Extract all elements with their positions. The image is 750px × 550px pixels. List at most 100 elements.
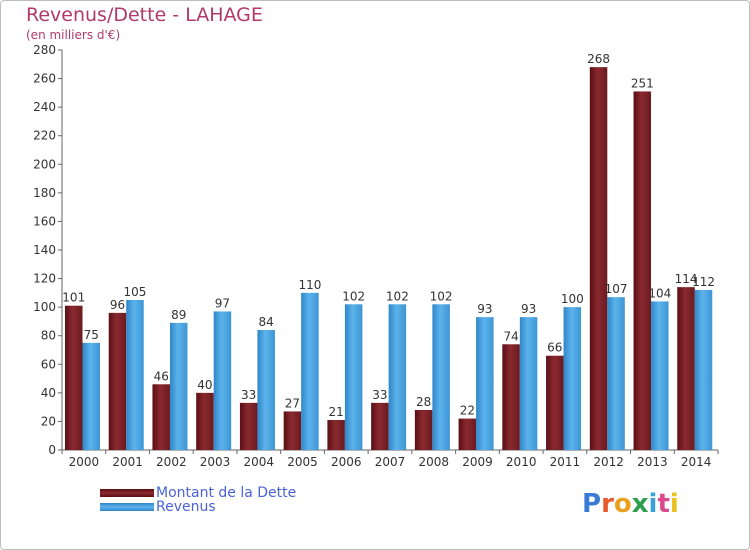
data-label-revenus: 104 [648,286,671,300]
data-label-dette: 46 [154,369,169,383]
bar-dette [677,287,695,450]
y-tick-label: 20 [41,414,56,428]
bar-dette [371,402,389,450]
bar-dette [327,420,345,450]
data-label-revenus: 107 [605,282,628,296]
bars [65,67,713,451]
chart-title: Revenus/Dette - LAHAGE [26,4,263,26]
data-label-revenus: 102 [386,289,409,303]
x-tick-label: 2001 [112,455,143,469]
y-tick-label: 60 [41,357,56,371]
y-tick-label: 180 [33,186,56,200]
logo-letter: o [613,489,632,519]
x-tick-label: 2014 [681,455,712,469]
y-tick-label: 260 [33,72,56,86]
x-tick-label: 2007 [375,455,406,469]
bar-revenus [607,297,625,450]
data-label-revenus: 110 [298,278,321,292]
data-label-revenus: 112 [692,275,715,289]
data-label-revenus: 89 [171,308,186,322]
bar-dette [283,411,302,450]
bar-revenus [169,322,188,450]
data-label-dette: 101 [62,291,85,305]
x-tick-label: 2013 [637,455,668,469]
y-tick-label: 240 [33,100,56,114]
bar-dette [108,312,127,450]
data-label-revenus: 102 [342,289,365,303]
bar-dette [633,91,652,450]
legend-item-revenus: Revenus [100,500,296,514]
y-tick-label: 40 [41,386,56,400]
data-label-revenus: 75 [84,328,99,342]
logo-letter: P [582,489,602,519]
bar-dette [196,392,214,450]
bar-revenus [519,317,538,450]
y-tick-label: 220 [33,129,56,143]
data-labels: 101 96 46 40 33 27 21 33 28 22 74 66 268 251 114 75 105 8… [62,52,715,419]
x-tick-label: 2012 [593,455,624,469]
data-label-revenus: 97 [215,296,230,310]
x-tick-label: 2004 [244,455,275,469]
legend-swatch-dette [100,489,154,497]
x-tick-label: 2008 [418,455,449,469]
bar-dette [546,355,564,450]
legend-item-dette: Montant de la Dette [100,486,296,500]
logo-letter: x [631,489,649,519]
data-label-dette: 66 [547,341,562,355]
x-tick-label: 2009 [462,455,493,469]
proxiti-logo: Proxiti [582,489,679,519]
x-tick-label: 2003 [200,455,231,469]
x-tick-label: 2005 [287,455,318,469]
legend-label-revenus: Revenus [156,499,216,515]
y-tick-label: 280 [33,43,56,57]
data-label-dette: 33 [241,388,256,402]
bar-dette [458,418,477,450]
bar-revenus [344,304,363,450]
data-label-dette: 21 [329,405,344,419]
y-tick-label: 200 [33,157,56,171]
data-label-dette: 268 [587,52,610,66]
x-tick-label: 2010 [506,455,537,469]
data-label-dette: 40 [197,378,212,392]
legend-swatch-revenus [100,503,154,511]
y-tick-label: 140 [33,243,56,257]
bar-revenus [476,317,494,450]
logo-letter: i [669,489,679,519]
bar-revenus [301,292,319,450]
data-label-revenus: 102 [430,289,453,303]
bar-revenus [694,290,713,450]
bar-dette [589,67,608,451]
data-label-dette: 114 [675,272,698,286]
bar-dette [152,384,170,450]
legend-label-dette: Montant de la Dette [156,485,297,501]
data-label-dette: 33 [372,388,387,402]
bar-revenus [651,301,669,450]
legend: Montant de la Dette Revenus [100,486,296,514]
y-tick-label: 100 [33,300,56,314]
bar-revenus [82,342,100,450]
logo-letter: i [648,489,658,519]
y-tick-label: 80 [41,329,56,343]
bar-dette [65,305,83,450]
chart-subtitle: (en milliers d'€) [26,28,121,42]
y-tick-label: 120 [33,272,56,286]
bar-revenus [257,330,275,450]
logo-letter: t [657,489,670,519]
data-label-dette: 74 [503,329,518,343]
data-label-dette: 96 [110,298,125,312]
bar-dette [502,344,520,450]
data-label-dette: 27 [285,396,300,410]
x-tick-label: 2006 [331,455,362,469]
axes: 0 20 40 60 80 100 120 140 160 180 200 220 240 260 280 2… [33,43,719,469]
bar-revenus [432,304,450,450]
data-label-dette: 251 [631,76,654,90]
bar-revenus [213,311,232,450]
data-label-revenus: 84 [259,315,274,329]
data-label-revenus: 105 [124,285,147,299]
x-tick-label: 2002 [156,455,187,469]
data-label-revenus: 93 [477,302,492,316]
y-tick-label: 160 [33,214,56,228]
x-tick-label: 2011 [550,455,581,469]
